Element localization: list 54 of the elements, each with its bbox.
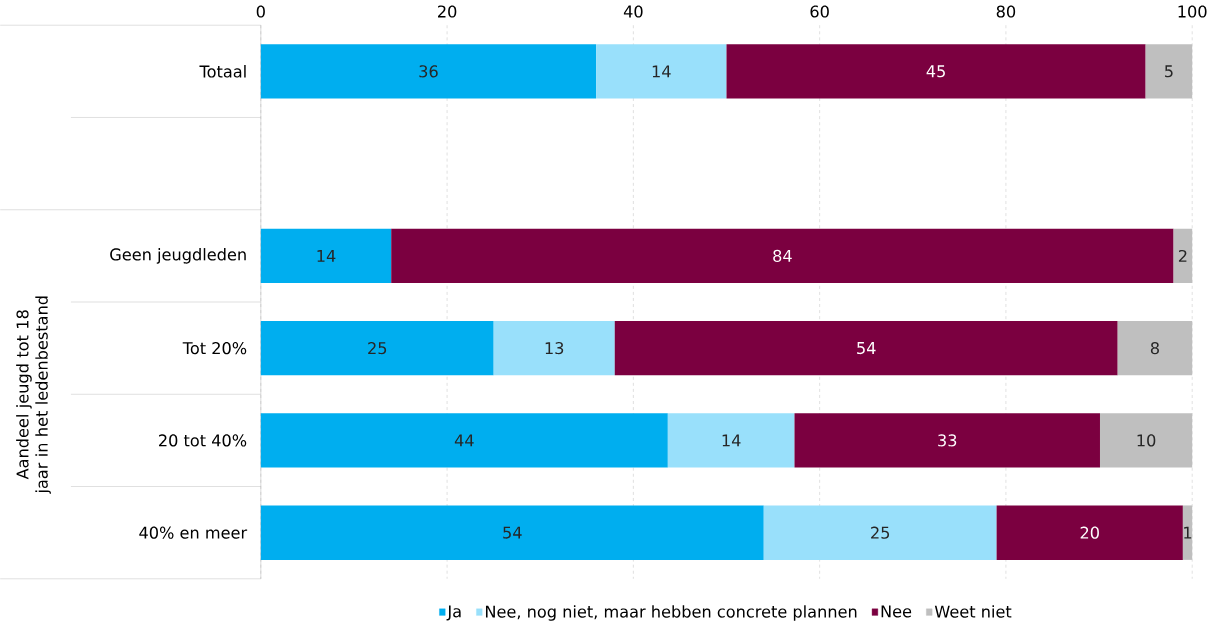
data-label: 36 — [419, 65, 438, 78]
data-label: 54 — [857, 342, 876, 355]
data-label: 20 — [1080, 526, 1099, 539]
bar — [260, 320, 494, 376]
x-tick-label: 60 — [810, 5, 829, 18]
bar — [596, 44, 727, 99]
data-label: 14 — [652, 65, 671, 78]
bar — [667, 413, 795, 468]
legend-label: Nee — [881, 605, 912, 618]
data-label: 5 — [1165, 65, 1173, 78]
data-label: 14 — [317, 250, 336, 262]
data-label: 14 — [722, 434, 741, 447]
bar — [1182, 505, 1193, 560]
data-label: 1 — [1184, 526, 1192, 539]
x-tick-label: 100 — [1178, 5, 1207, 18]
y-tick-label: Geen jeugdleden — [110, 248, 246, 264]
bar — [996, 505, 1183, 560]
bar — [260, 44, 597, 99]
data-label: 2 — [1178, 249, 1187, 262]
legend-label: Weet niet — [934, 605, 1012, 618]
bar — [1173, 228, 1193, 284]
data-label: 33 — [938, 434, 957, 447]
bar — [260, 413, 668, 468]
data-label: 44 — [454, 434, 474, 447]
bar — [391, 228, 1174, 284]
x-tick-label: 20 — [438, 5, 457, 18]
data-label: 84 — [773, 249, 792, 263]
data-label: 54 — [503, 526, 522, 539]
legend-label: Nee, nog niet, maar hebben concrete plannen — [485, 605, 857, 621]
x-tick-label: 40 — [623, 5, 643, 18]
bar — [493, 320, 615, 376]
y-tick-label: Tot 20% — [182, 342, 247, 355]
bar — [1099, 413, 1193, 468]
bar — [1145, 44, 1193, 99]
x-tick-label: 0 — [256, 5, 265, 18]
bar — [260, 505, 764, 560]
bar — [1117, 320, 1193, 376]
data-label: 8 — [1150, 342, 1159, 355]
bar — [614, 320, 1118, 376]
legend-label: Ja — [446, 605, 461, 621]
bar — [763, 505, 997, 560]
data-label: 13 — [545, 342, 564, 355]
bar — [726, 44, 1146, 99]
x-tick-label: 80 — [996, 5, 1016, 18]
data-label: 25 — [871, 526, 890, 539]
data-label: 10 — [1137, 434, 1156, 447]
y-tick-label: 40% en meer — [139, 526, 248, 539]
bar — [260, 228, 392, 284]
data-label: 45 — [926, 65, 945, 78]
data-label: 25 — [368, 342, 387, 355]
y-tick-label: Totaal — [199, 65, 246, 78]
bar — [794, 413, 1100, 468]
y-tick-label: 20 tot 40% — [159, 434, 247, 447]
y-axis-title: Aandeel jeugd tot 18 jaar in het ledenbestand — [16, 296, 51, 494]
